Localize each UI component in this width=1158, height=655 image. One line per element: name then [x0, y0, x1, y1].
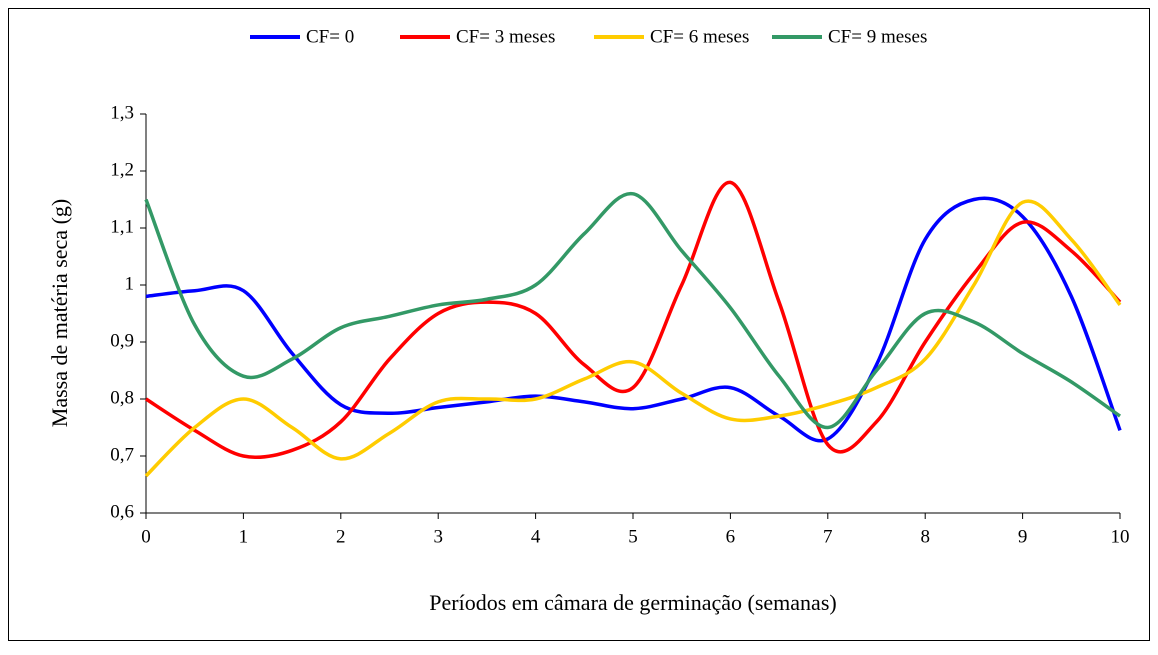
x-tick-label: 1	[239, 526, 249, 547]
chart-frame	[8, 8, 1150, 641]
series-line	[145, 196, 1122, 443]
x-tick-label: 2	[336, 526, 346, 547]
legend-label: CF= 3 meses	[456, 26, 555, 47]
legend-label: CF= 0	[306, 26, 354, 47]
x-tick-label: 4	[531, 526, 541, 547]
y-tick-label: 0,9	[110, 330, 134, 351]
x-tick-label: 5	[628, 526, 638, 547]
y-tick-label: 0,7	[110, 444, 134, 465]
x-tick-label: 6	[726, 526, 736, 547]
x-tick-label: 7	[823, 526, 833, 547]
x-tick-label: 9	[1018, 526, 1028, 547]
legend-label: CF= 6 meses	[650, 26, 749, 47]
series-line	[145, 180, 1122, 460]
series-line	[144, 192, 1122, 430]
legend-label: CF= 9 meses	[828, 26, 927, 47]
y-axis-label: Massa de matéria seca (g)	[47, 199, 72, 427]
series-line	[144, 199, 1122, 478]
y-tick-label: 1,3	[110, 102, 134, 123]
x-tick-label: 3	[433, 526, 443, 547]
x-tick-label: 10	[1111, 526, 1130, 547]
x-tick-label: 8	[920, 526, 930, 547]
y-tick-label: 0,6	[110, 501, 134, 522]
y-tick-label: 1,1	[110, 216, 134, 237]
y-tick-label: 1	[125, 273, 135, 294]
x-tick-label: 0	[141, 526, 151, 547]
x-axis-label: Períodos em câmara de germinação (semana…	[429, 590, 836, 615]
y-tick-label: 1,2	[110, 159, 134, 180]
y-tick-label: 0,8	[110, 387, 134, 408]
